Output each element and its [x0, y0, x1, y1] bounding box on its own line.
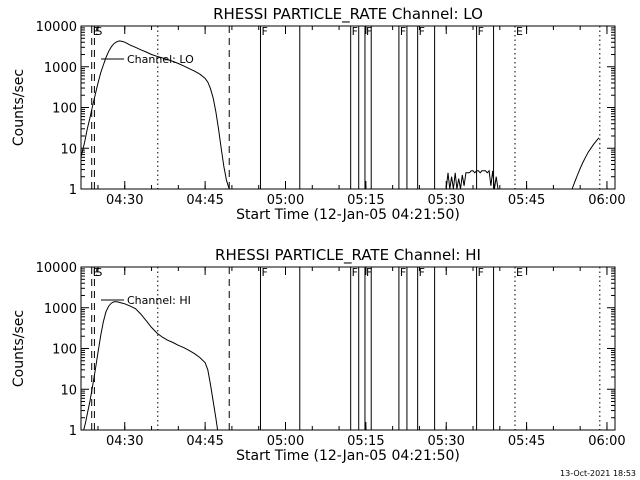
x-tick-label: 04:45: [186, 434, 223, 449]
flag-label: F: [478, 25, 484, 38]
plot-frame: [80, 266, 616, 431]
x-tick-label: 05:15: [347, 193, 384, 208]
flag-label: F: [352, 25, 358, 38]
y-axis-label: Counts/sec: [11, 310, 27, 387]
plot-timestamp: 13-Oct-2021 18:53: [560, 469, 636, 478]
y-tick-label: 1000: [44, 61, 77, 76]
flag-label: F: [261, 25, 267, 38]
y-tick-label: 10: [60, 142, 77, 157]
flag-label: F: [419, 25, 425, 38]
flag-label: F: [419, 266, 425, 279]
flag-label: S: [95, 25, 102, 38]
y-tick-label: 100: [52, 102, 77, 117]
flag-label: F: [400, 266, 406, 279]
x-tick-label: 06:00: [588, 193, 625, 208]
data-series-line: [571, 137, 600, 190]
y-tick-label: 10: [60, 383, 77, 398]
data-series-line: [445, 169, 500, 190]
flag-label: F: [261, 266, 267, 279]
flag-label: F: [366, 266, 372, 279]
flag-label: E: [93, 25, 100, 38]
legend-label: Channel: LO: [127, 53, 194, 66]
data-series-line: [80, 40, 230, 190]
chart-title: RHESSI PARTICLE_RATE Channel: HI: [215, 246, 481, 265]
y-axis-label: Counts/sec: [11, 69, 27, 146]
x-tick-label: 04:30: [106, 193, 143, 208]
y-tick-label: 1000: [44, 302, 77, 317]
y-tick-label: 10000: [36, 261, 77, 276]
x-axis-label: Start Time (12-Jan-05 04:21:50): [236, 207, 460, 223]
x-tick-label: 05:15: [347, 434, 384, 449]
plot-frame: [80, 25, 616, 190]
x-tick-label: 05:45: [508, 193, 545, 208]
flag-label: E: [516, 266, 523, 279]
flag-label: F: [366, 25, 372, 38]
data-series-line: [83, 301, 219, 431]
flag-label: F: [352, 266, 358, 279]
y-tick-label: 10000: [36, 20, 77, 35]
x-tick-label: 05:30: [427, 193, 464, 208]
flag-label: S: [95, 266, 102, 279]
flag-label: E: [516, 25, 523, 38]
x-tick-label: 05:30: [427, 434, 464, 449]
y-tick-label: 100: [52, 343, 77, 358]
flag-label: F: [400, 25, 406, 38]
y-tick-label: 1: [69, 424, 77, 439]
flag-label: E: [93, 266, 100, 279]
y-tick-label: 1: [69, 183, 77, 198]
legend-label: Channel: HI: [127, 294, 191, 307]
x-axis-label: Start Time (12-Jan-05 04:21:50): [236, 448, 460, 464]
x-tick-label: 05:45: [508, 434, 545, 449]
flag-label: F: [478, 266, 484, 279]
x-tick-label: 06:00: [588, 434, 625, 449]
x-tick-label: 05:00: [267, 434, 304, 449]
x-tick-label: 04:30: [106, 434, 143, 449]
chart-title: RHESSI PARTICLE_RATE Channel: LO: [213, 5, 483, 24]
x-tick-label: 04:45: [186, 193, 223, 208]
x-tick-label: 05:00: [267, 193, 304, 208]
